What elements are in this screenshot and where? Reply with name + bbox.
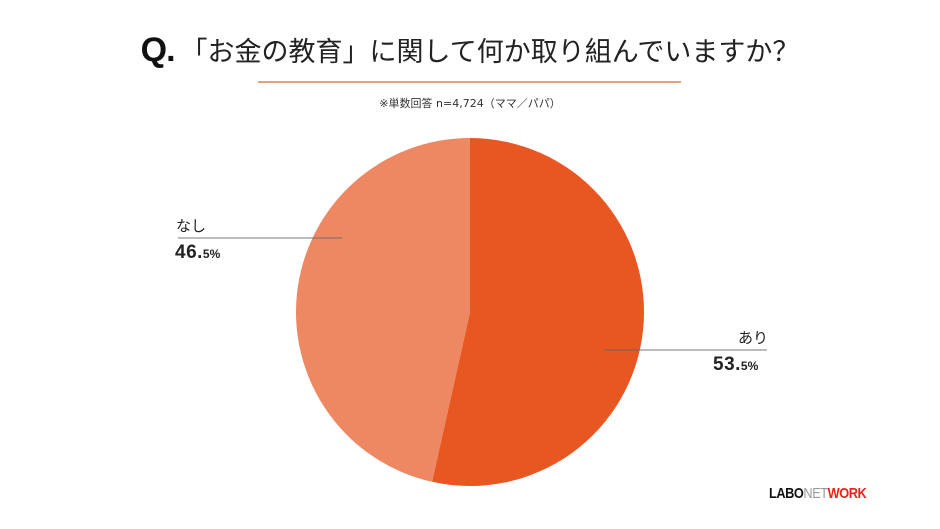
value-yes: 53.5% bbox=[713, 354, 759, 375]
label-yes: あり bbox=[738, 329, 769, 347]
title-underline bbox=[258, 81, 681, 83]
question-text: 「お金の教育」に関して何か取り組んでいますか？ bbox=[180, 37, 800, 68]
labo-network-logo: LABONETWORK bbox=[769, 485, 867, 502]
question-title: Q. 「お金の教育」に関して何か取り組んでいますか？ bbox=[0, 30, 940, 70]
pie-slice-yes bbox=[432, 138, 645, 486]
label-no: なし bbox=[176, 217, 207, 235]
value-no: 46.5% bbox=[175, 242, 221, 263]
q-mark: Q. bbox=[140, 31, 176, 69]
pie-slice-no bbox=[296, 138, 470, 482]
sample-note: ※単数回答 n=4,724（ママ／パパ） bbox=[379, 97, 561, 110]
